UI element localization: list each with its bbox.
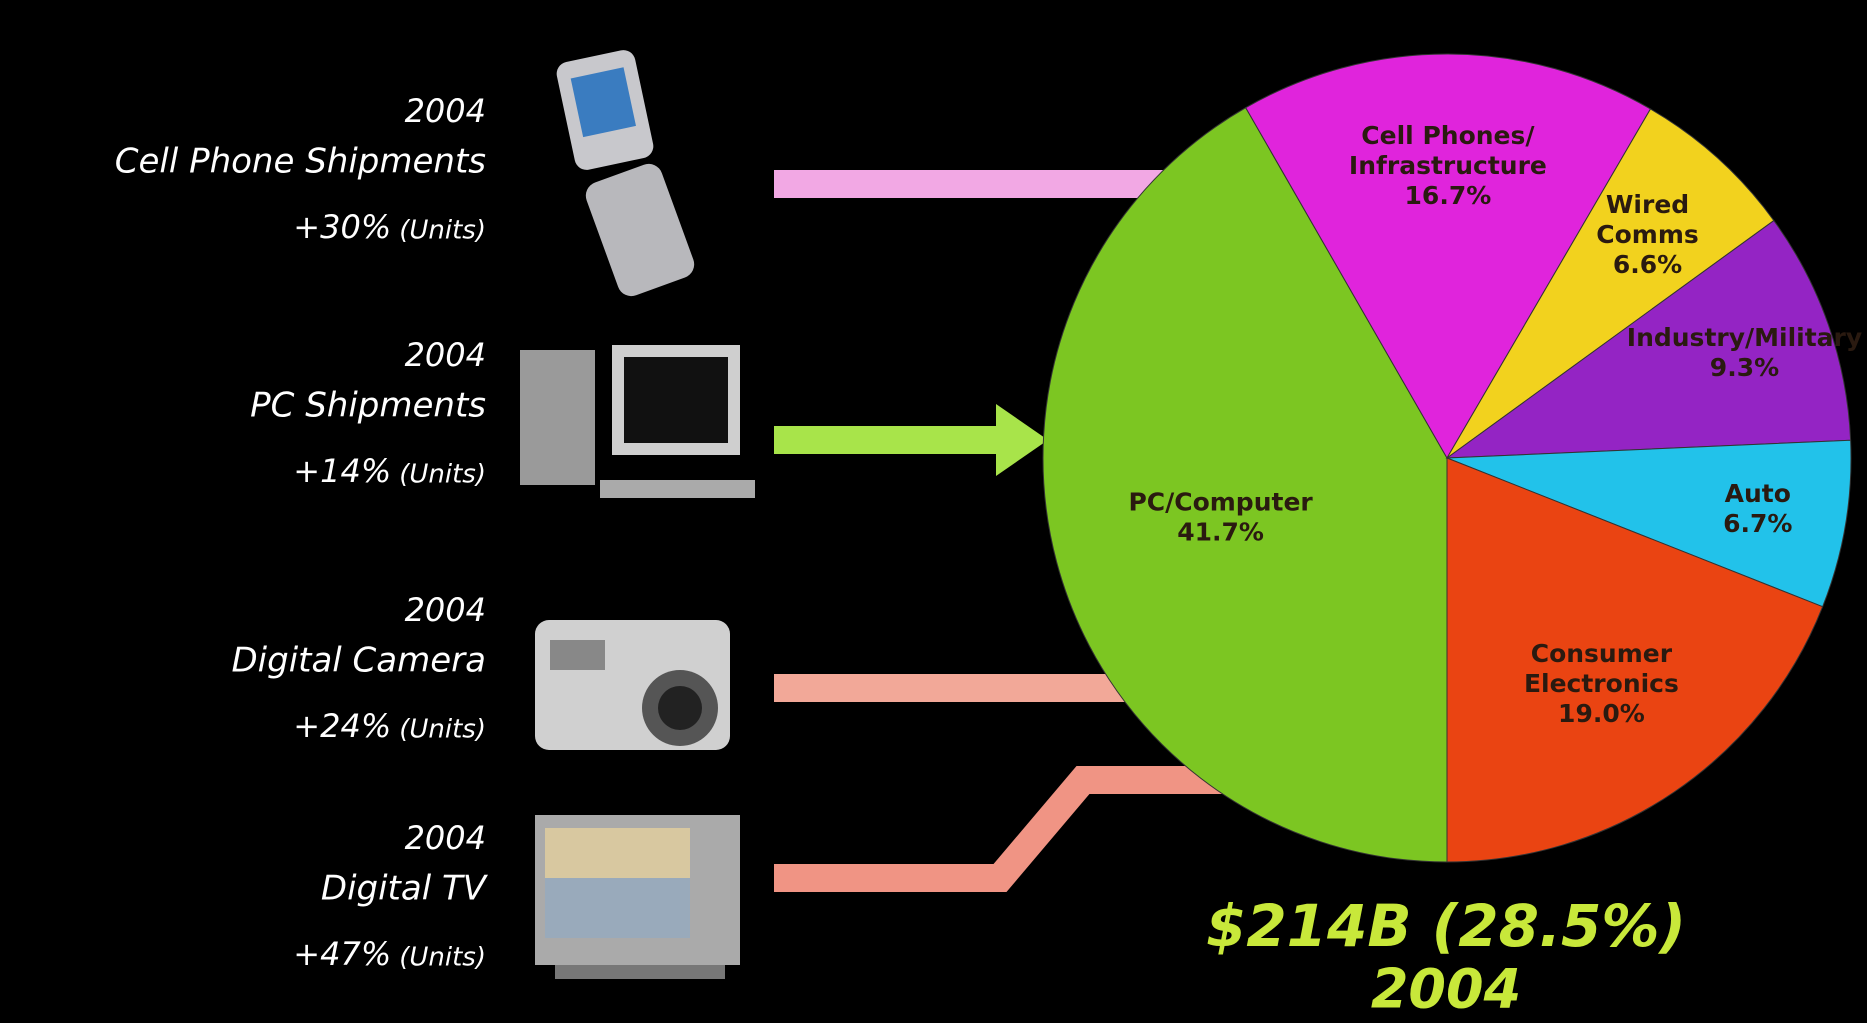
total-label: $214B (28.5%) xyxy=(1206,892,1686,960)
annotation-name: PC Shipments xyxy=(250,386,486,426)
slice-value-label: 19.0% xyxy=(1558,699,1645,728)
annotation-year: 2004 xyxy=(405,92,486,130)
annotation-unit: (Units) xyxy=(399,715,486,745)
chart: PC/Computer41.7% Cell Phones/Infrastructu… xyxy=(0,0,1867,1023)
annotation-year: 2004 xyxy=(405,591,486,629)
slice-label: PC/Computer xyxy=(1128,487,1313,516)
annotation-growth: +47% xyxy=(293,935,391,973)
annotation-unit: (Units) xyxy=(399,460,486,490)
annotation-unit: (Units) xyxy=(399,943,486,973)
slice-value-label: 41.7% xyxy=(1177,517,1264,546)
slice-label: Consumer xyxy=(1531,639,1673,668)
slice-label: Industry/Military xyxy=(1627,323,1862,352)
annotation-growth: +24% xyxy=(293,707,391,745)
annotation-growth: +30% xyxy=(293,208,391,246)
slice-value-label: 16.7% xyxy=(1405,181,1492,210)
slice-label: Cell Phones/ xyxy=(1361,121,1535,150)
tv-icon xyxy=(535,815,740,979)
annotation-name: Digital Camera xyxy=(231,641,486,681)
slice-label: Auto xyxy=(1725,479,1791,508)
slice-value-label: 9.3% xyxy=(1710,353,1779,382)
slice-label: Comms xyxy=(1596,220,1699,249)
slice-label: Infrastructure xyxy=(1349,151,1547,180)
camera-icon xyxy=(535,620,730,750)
slice-value-label: 6.7% xyxy=(1723,509,1792,538)
slice-label: Electronics xyxy=(1524,669,1679,698)
annotation-name: Digital TV xyxy=(321,869,489,909)
slice-value-label: 6.6% xyxy=(1613,250,1682,279)
slice-label: Wired xyxy=(1606,190,1689,219)
annotation-year: 2004 xyxy=(405,819,486,857)
annotation-year: 2004 xyxy=(405,336,486,374)
annotation-name: Cell Phone Shipments xyxy=(115,142,486,182)
annotation-unit: (Units) xyxy=(399,216,486,246)
total-year: 2004 xyxy=(1371,958,1521,1021)
annotation-growth: +14% xyxy=(293,452,391,490)
